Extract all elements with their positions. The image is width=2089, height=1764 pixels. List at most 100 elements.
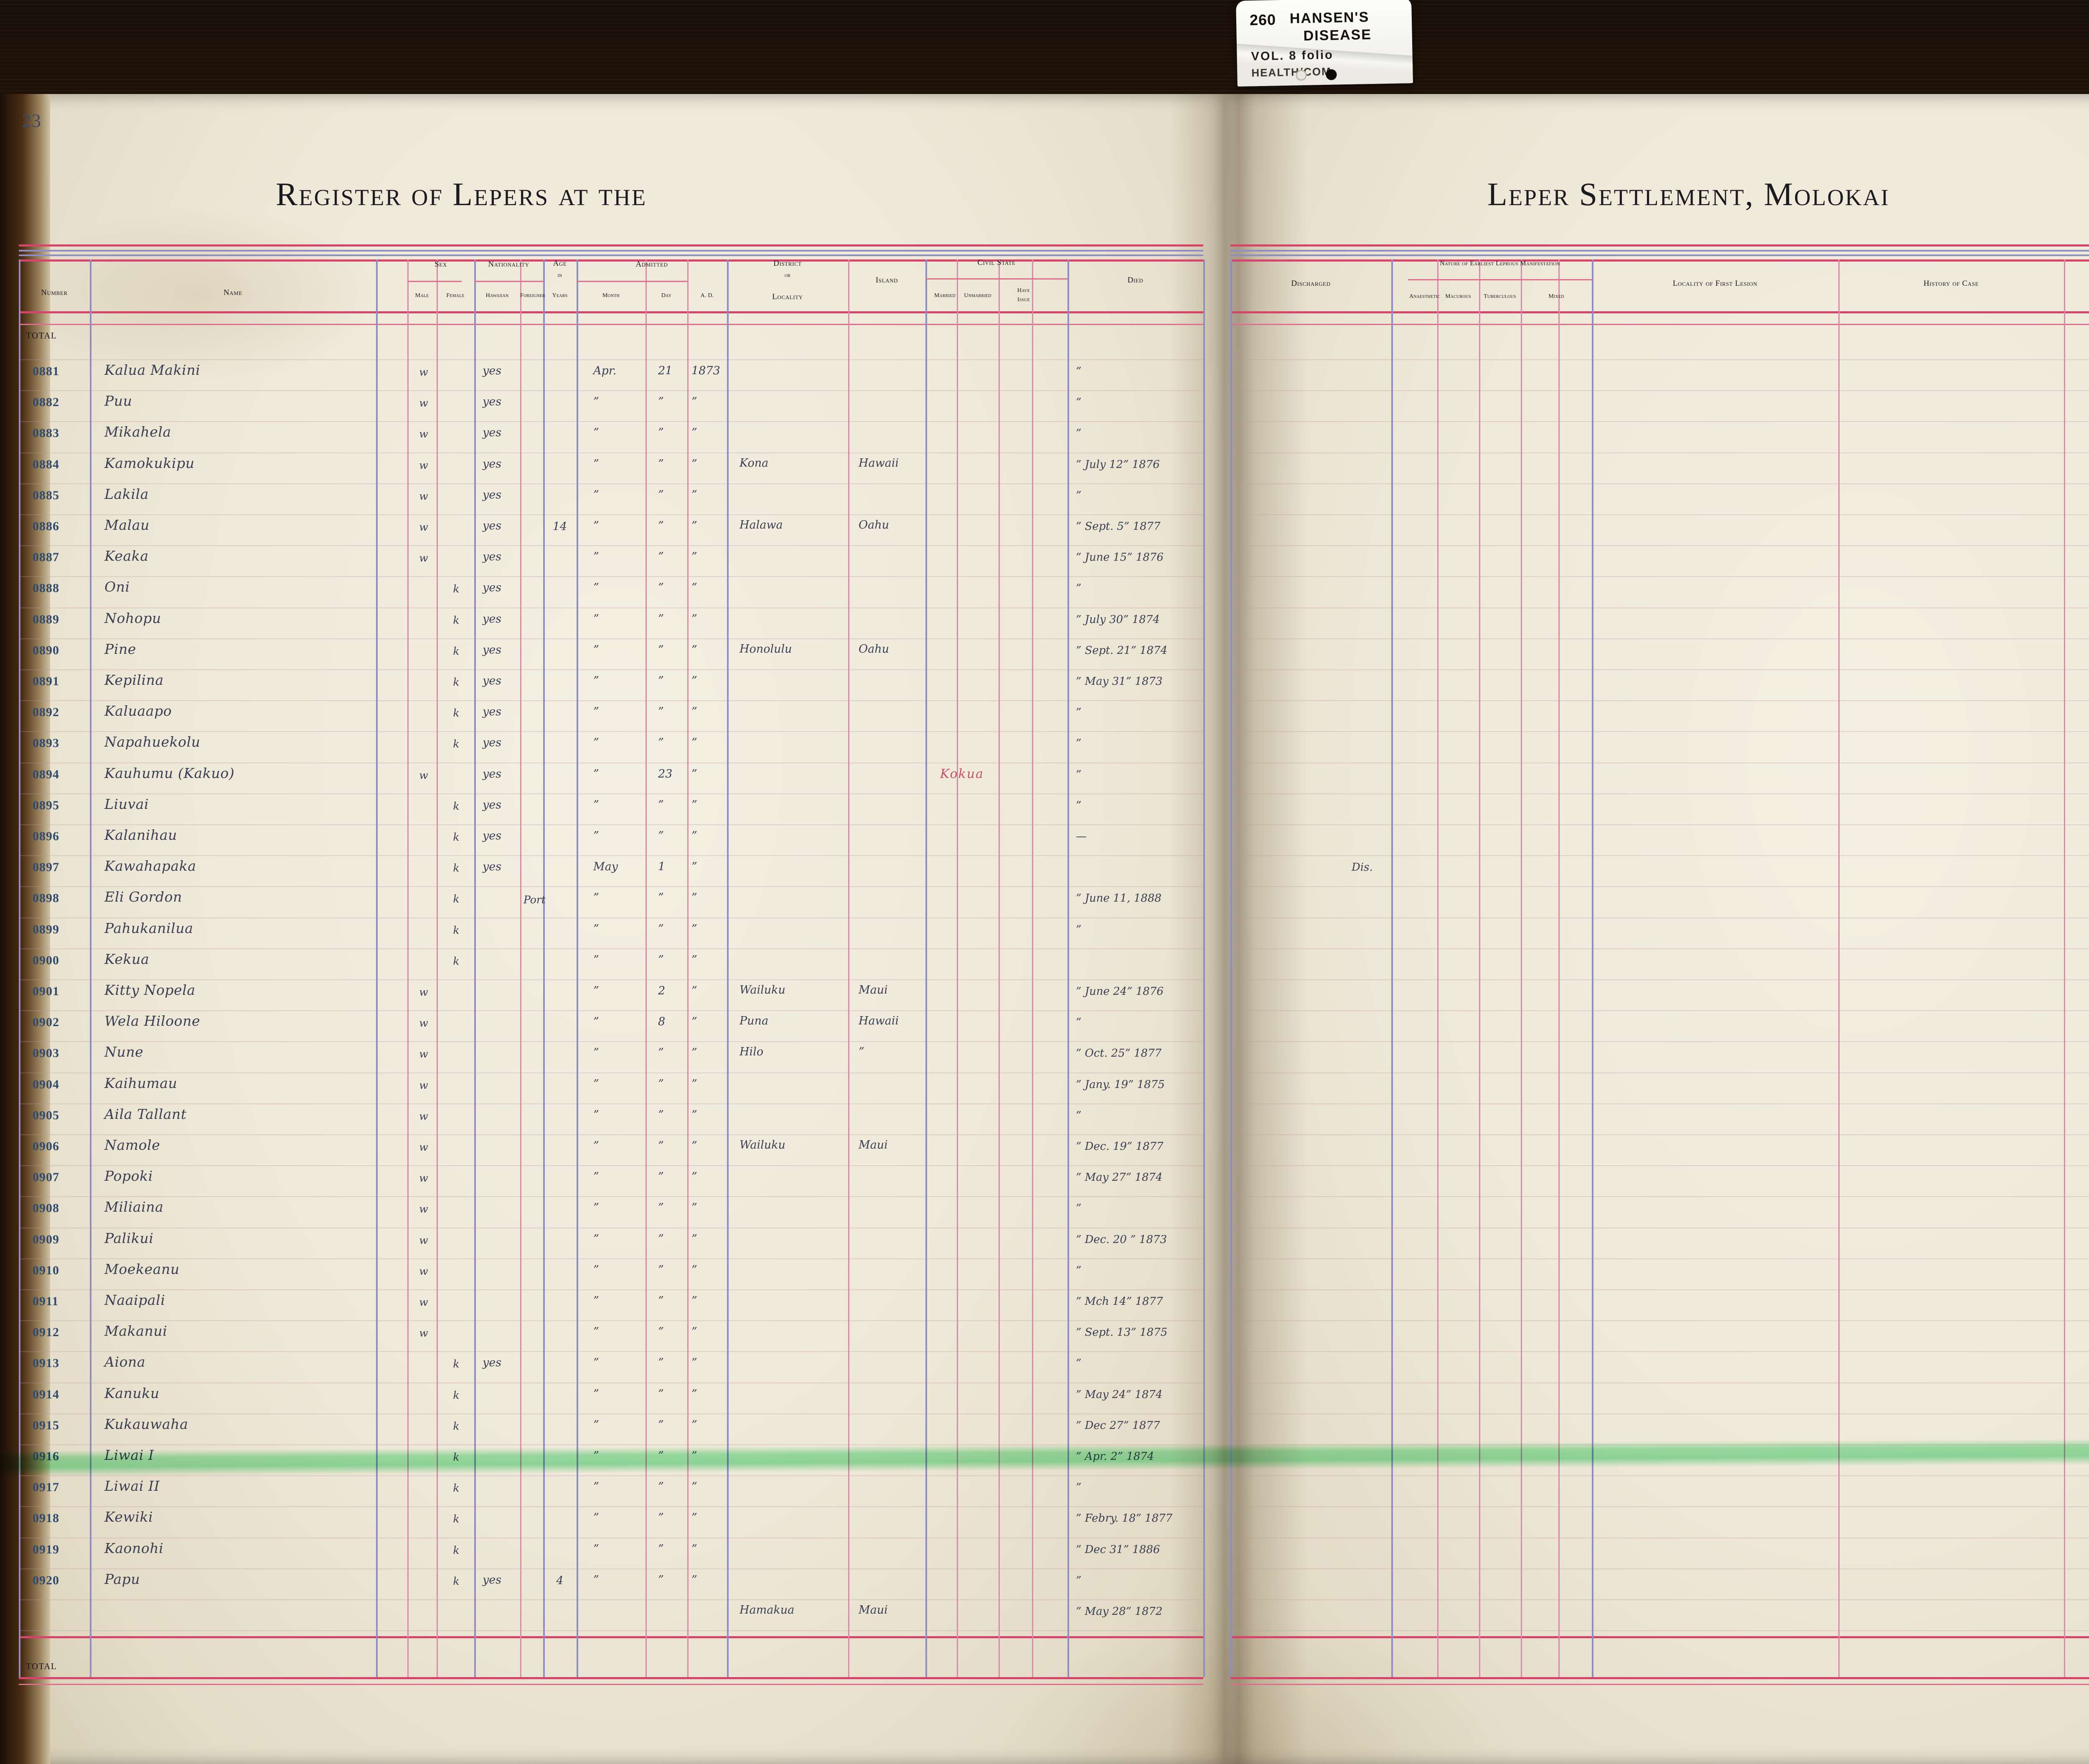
entry-nationality-hawaiian: yes (483, 643, 502, 656)
entry-number: 0895 (33, 798, 59, 812)
entry-number: 0883 (33, 426, 59, 440)
entry-admitted-ad: ” (691, 643, 697, 656)
entry-admitted-day: ” (658, 426, 664, 440)
col-header-admitted: Admitted (635, 260, 668, 269)
horizontal-rule (19, 1351, 1203, 1352)
entry-admitted-day: ” (658, 891, 664, 905)
entry-died: ” (1076, 365, 1082, 378)
entry-died: ” Jany. 19” 1875 (1076, 1078, 1165, 1091)
entry-admitted-day: ” (658, 1573, 664, 1586)
col-header-age-years: Years (552, 292, 568, 299)
total-label-top-left: TOTAL (26, 330, 57, 341)
entry-admitted-month: ” (593, 891, 599, 905)
col-header-have-issue-2: Issue (1017, 297, 1030, 303)
entry-admitted-month: ” (593, 1449, 599, 1462)
col-header-foreigner: Foreigner (520, 292, 546, 299)
entry-admitted-month: ” (593, 426, 599, 440)
entry-died: ” (1076, 427, 1082, 440)
vertical-rule (407, 259, 409, 1678)
entry-died: ” Febry. 18” 1877 (1076, 1512, 1173, 1525)
entry-sex-male: w (419, 1079, 428, 1091)
entry-number: 0920 (33, 1573, 59, 1587)
horizontal-rule (19, 250, 1203, 252)
entry-number: 0909 (33, 1232, 59, 1246)
entry-admitted-day: ” (658, 1542, 664, 1556)
horizontal-rule (1230, 452, 2089, 453)
entry-admitted-month: ” (593, 550, 599, 564)
horizontal-rule (19, 1196, 1203, 1197)
entry-nationality-hawaiian: yes (483, 395, 502, 409)
vertical-rule (957, 259, 958, 1678)
entry-nationality-hawaiian: yes (483, 550, 502, 564)
entry-island: Maui (859, 1139, 888, 1151)
entry-admitted-day: ” (658, 1418, 664, 1431)
entry-died: ” (1076, 737, 1082, 750)
entry-admitted-day: ” (658, 922, 664, 935)
vertical-rule (2064, 259, 2065, 1678)
entry-name: Liuvai (104, 796, 149, 812)
horizontal-rule (19, 1134, 1203, 1135)
entry-admitted-month: ” (593, 1294, 599, 1307)
entry-admitted-day: ” (658, 1046, 664, 1060)
entry-admitted-ad: ” (691, 860, 697, 874)
horizontal-rule (1230, 1041, 2089, 1042)
entry-admitted-day: ” (658, 1480, 664, 1494)
vertical-rule (19, 259, 20, 1678)
entry-sex-female: k (453, 1482, 460, 1495)
entry-died: — (1076, 830, 1087, 843)
vertical-rule (1067, 259, 1069, 1678)
entry-died: ” (1076, 1109, 1082, 1122)
entry-admitted-month: ” (593, 1480, 599, 1494)
entry-sex-male: w (419, 552, 428, 564)
entry-admitted-ad: ” (691, 1511, 697, 1525)
horizontal-rule (1230, 1289, 2089, 1290)
entry-admitted-month: ” (593, 612, 599, 625)
col-header-have-issue-1: Have (1017, 287, 1030, 294)
entry-name: Nune (104, 1044, 144, 1060)
horizontal-rule (19, 1630, 1203, 1632)
entry-number: 0893 (33, 736, 59, 750)
entry-name: Pahukanilua (104, 920, 193, 936)
right-page (1224, 94, 2089, 1764)
col-header-sex: Sex (435, 260, 447, 269)
entry-island: Oahu (859, 642, 889, 656)
entry-number: 0908 (33, 1201, 59, 1215)
open-ledger-book (0, 94, 2089, 1764)
horizontal-rule (1230, 1475, 2089, 1477)
entry-nationality-hawaiian: yes (483, 829, 502, 842)
entry-admitted-month: ” (593, 488, 599, 501)
entry-died: ” Sept. 21” 1874 (1076, 644, 1168, 657)
entry-sex-female: k (453, 614, 460, 626)
entry-admitted-ad: ” (691, 1573, 697, 1586)
vertical-rule (687, 259, 689, 1678)
horizontal-rule (19, 1636, 1203, 1639)
entry-admitted-day: ” (658, 705, 664, 719)
entry-name: Liwai I (104, 1447, 154, 1463)
entry-admitted-month: ” (593, 1046, 599, 1060)
entry-admitted-month: ” (593, 519, 599, 532)
entry-admitted-ad: ” (691, 1077, 697, 1090)
entry-sex-male: w (419, 1296, 428, 1308)
horizontal-rule (1230, 824, 2089, 825)
horizontal-rule (1230, 1413, 2089, 1414)
horizontal-rule (1230, 855, 2089, 857)
entry-district-locality: Honolulu (740, 642, 792, 656)
horizontal-rule (1230, 886, 2089, 887)
vertical-rule (925, 259, 927, 1678)
entry-admitted-month: ” (593, 1511, 599, 1525)
entry-civil-state-note: Kokua (940, 766, 984, 781)
col-header-male: Male (415, 292, 429, 299)
horizontal-rule (19, 793, 1203, 794)
entry-name: Kitty Nopela (104, 982, 196, 998)
entry-number: 0913 (33, 1356, 59, 1370)
entry-number: 0918 (33, 1511, 59, 1525)
entry-admitted-day: ” (658, 1108, 664, 1121)
entry-number: 0911 (33, 1294, 59, 1308)
entry-sex-male: w (419, 521, 428, 533)
entry-name: Namole (104, 1137, 160, 1153)
horizontal-rule (1230, 1103, 2089, 1104)
entry-died: ” (1076, 1264, 1082, 1277)
entry-sex-female: k (453, 1389, 460, 1401)
entry-sex-female: k (453, 862, 460, 874)
entry-number: 0904 (33, 1077, 59, 1091)
